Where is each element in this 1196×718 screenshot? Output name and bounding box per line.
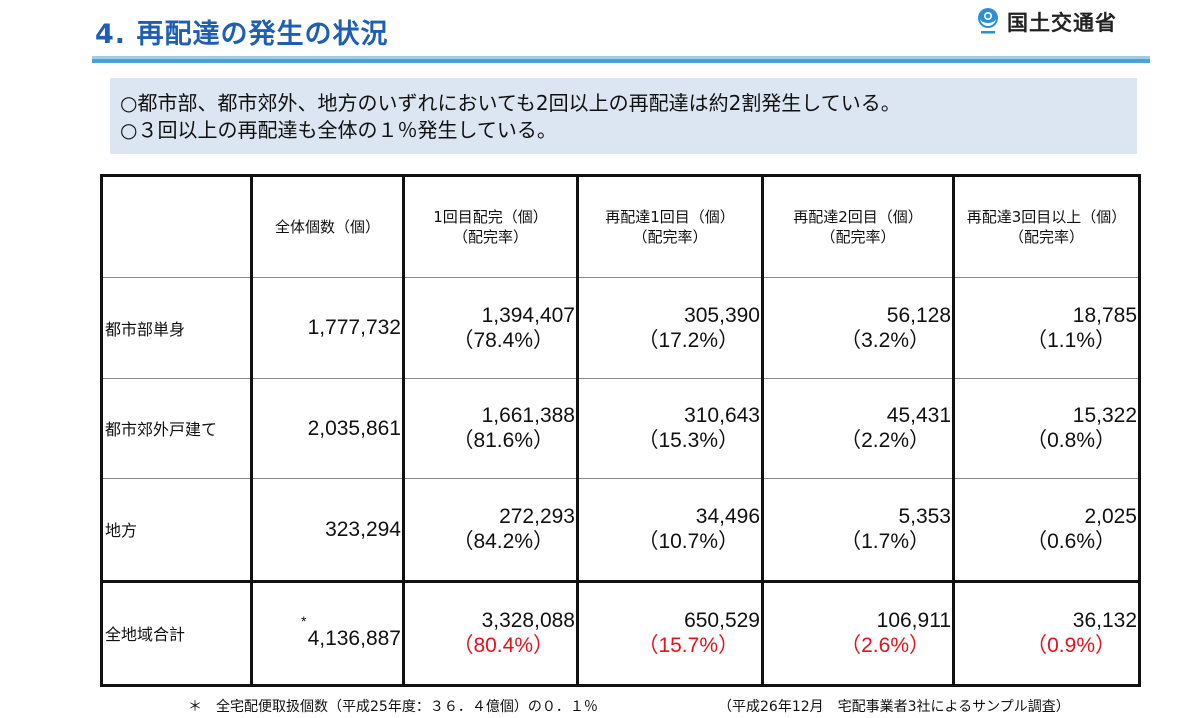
ministry-logo: 国土交通省 [975, 7, 1117, 37]
data-cell: 310,643 （15.3%） [576, 377, 764, 480]
footnote-marker: * [301, 612, 307, 629]
data-cell: 5,353 （1.7%） [761, 478, 955, 582]
page-title: 4. 再配達の発生の状況 [95, 19, 389, 50]
summary-line: ○３回以上の再配達も全体の１％発生している。 [120, 118, 557, 142]
summary-box: ○都市部、都市郊外、地方のいずれにおいても2回以上の再配達は約2割発生している。… [110, 78, 1137, 154]
header-cell: 全体個数（個） [250, 175, 405, 278]
data-cell: 34,496 （10.7%） [576, 478, 764, 582]
data-cell: 56,128 （3.2%） [761, 277, 955, 379]
header-cell: 再配達1回目（個） （配完率） [576, 175, 764, 278]
data-cell: 18,785 （1.1%） [952, 277, 1141, 379]
row-label: 都市郊外戸建て [100, 377, 253, 480]
data-cell: 650,529 （15.7%） [576, 579, 764, 687]
header-cell: 1回目配完（個） （配完率） [402, 175, 579, 278]
data-cell: 3,328,088 （80.4%） [402, 579, 579, 687]
table-row: 都市郊外戸建て 2,035,861 1,661,388 （81.6%） 310,6… [100, 377, 1141, 480]
row-label: 都市部単身 [100, 277, 253, 379]
table-total-row: 全地域合計 * 4,136,887 3,328,088 （80.4%） 650,52… [100, 579, 1141, 687]
header-corner [100, 175, 253, 278]
total-count-cell: 2,035,861 [250, 377, 405, 480]
summary-line: ○都市部、都市郊外、地方のいずれにおいても2回以上の再配達は約2割発生している。 [120, 91, 901, 115]
data-cell: 1,394,407 （78.4%） [402, 277, 579, 379]
row-label: 地方 [100, 478, 253, 582]
total-count-cell: * 4,136,887 [250, 579, 405, 687]
table-header-row: 全体個数（個） 1回目配完（個） （配完率） 再配達1回目（個） （配完率） 再配達… [100, 175, 1141, 278]
total-count-cell: 323,294 [250, 478, 405, 582]
header-cell: 再配達3回目以上（個） （配完率） [952, 175, 1141, 278]
row-label: 全地域合計 [100, 579, 253, 687]
data-cell: 272,293 （84.2%） [402, 478, 579, 582]
data-cell: 45,431 （2.2%） [761, 377, 955, 480]
total-count-cell: 1,777,732 [250, 277, 405, 379]
data-cell: 1,661,388 （81.6%） [402, 377, 579, 480]
data-cell: 106,911 （2.6%） [761, 579, 955, 687]
table-row: 都市部単身 1,777,732 1,394,407 （78.4%） 305,390… [100, 277, 1141, 379]
logo-text: 国土交通省 [1007, 11, 1117, 35]
data-cell: 305,390 （17.2%） [576, 277, 764, 379]
footnote: ＊ 全宅配便取扱個数（平成25年度：３６．４億個）の０．１％ （平成26年12月… [188, 696, 1070, 716]
data-cell: 2,025 （0.6%） [952, 478, 1141, 582]
footnote-text: ＊ 全宅配便取扱個数（平成25年度：３６．４億個）の０．１％ [188, 699, 598, 715]
data-cell: 36,132 （0.9%） [952, 579, 1141, 687]
table-row: 地方 323,294 272,293 （84.2%） 34,496 （10.7%） … [100, 478, 1141, 582]
data-cell: 15,322 （0.8%） [952, 377, 1141, 480]
title-rule [92, 56, 1150, 63]
header-cell: 再配達2回目（個） （配完率） [761, 175, 955, 278]
source-note: （平成26年12月 宅配事業者3社によるサンプル調査） [718, 699, 1070, 715]
mlit-emblem-icon [978, 8, 998, 34]
redelivery-table: 全体個数（個） 1回目配完（個） （配完率） 再配達1回目（個） （配完率） 再配達… [100, 174, 1141, 687]
